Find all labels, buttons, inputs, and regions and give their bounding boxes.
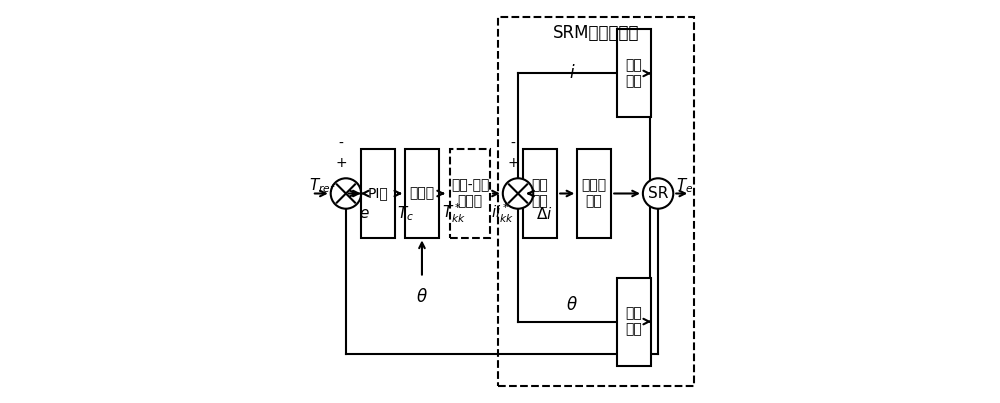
Text: $\theta$: $\theta$	[416, 288, 428, 305]
Text: 转矩分: 转矩分	[409, 187, 435, 201]
Text: $T_c$: $T_c$	[397, 204, 414, 223]
Bar	[498, 17, 694, 386]
Bar	[617, 278, 651, 366]
Text: +: +	[507, 156, 519, 170]
Text: 位置
检测: 位置 检测	[626, 306, 642, 337]
Circle shape	[331, 178, 361, 209]
Text: $\theta$: $\theta$	[566, 295, 578, 314]
Bar	[405, 150, 439, 237]
Bar	[577, 150, 611, 237]
Text: SR: SR	[648, 186, 668, 201]
Text: $T^*_{kk}$: $T^*_{kk}$	[442, 202, 466, 225]
Text: -: -	[511, 137, 516, 150]
Bar	[523, 150, 557, 237]
Bar	[617, 29, 651, 117]
Bar	[361, 150, 395, 237]
Text: $\Delta i$: $\Delta i$	[536, 206, 553, 222]
Text: 电流
滞环: 电流 滞环	[532, 179, 548, 209]
Text: -: -	[339, 137, 344, 150]
Bar	[450, 150, 490, 237]
Text: $T_{ref}$: $T_{ref}$	[309, 176, 336, 195]
Text: SRM非线性系统: SRM非线性系统	[553, 25, 639, 42]
Text: $i$: $i$	[569, 64, 575, 83]
Text: 转矩-电流
逆模型: 转矩-电流 逆模型	[451, 179, 489, 209]
Text: $T_e$: $T_e$	[676, 176, 693, 195]
Text: +: +	[335, 156, 347, 170]
Text: PI调: PI调	[368, 187, 388, 201]
Text: $e$: $e$	[359, 206, 370, 221]
Text: $ii^*_{kk}$: $ii^*_{kk}$	[491, 202, 514, 225]
Text: 电流
检测: 电流 检测	[626, 58, 642, 89]
Circle shape	[643, 178, 673, 209]
Text: 功率变
换器: 功率变 换器	[581, 179, 607, 209]
Circle shape	[503, 178, 533, 209]
